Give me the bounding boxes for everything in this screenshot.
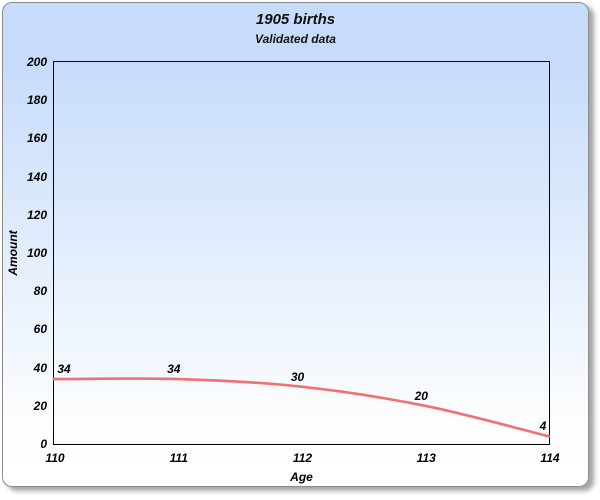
x-tick-label: 114 — [540, 451, 560, 465]
y-tick-label: 180 — [26, 93, 47, 108]
y-tick-label: 100 — [26, 246, 47, 260]
y-tick-label: 60 — [33, 322, 47, 337]
x-axis-title: Age — [290, 470, 313, 484]
data-point-label: 4 — [539, 419, 547, 434]
data-point-label: 34 — [57, 362, 71, 377]
chart-title: 1905 births — [255, 11, 336, 28]
x-tick-label: 111 — [169, 451, 188, 465]
data-line — [52, 377, 551, 438]
x-tick-label: 110 — [45, 451, 65, 465]
y-tick-label: 160 — [26, 131, 47, 146]
y-tick-label: 20 — [33, 398, 47, 413]
y-tick-label: 40 — [33, 360, 47, 375]
data-point-label: 30 — [290, 369, 305, 384]
y-tick-label: 200 — [26, 55, 47, 69]
y-tick-label: 140 — [26, 169, 47, 184]
y-tick-label: 120 — [26, 207, 47, 222]
line-chart-svg — [52, 377, 551, 438]
chart-card: 1905 births Validated data 34 34 30 20 4 0 20… — [2, 2, 589, 487]
y-tick-label: 80 — [33, 284, 47, 299]
data-point-label: 20 — [414, 388, 428, 403]
y-tick-label: 0 — [40, 437, 47, 451]
data-point-label: 34 — [167, 362, 181, 377]
y-axis-title: Amount — [6, 230, 20, 276]
x-tick-label: 112 — [292, 451, 313, 465]
x-tick-label: 113 — [416, 451, 436, 465]
plot-area: 34 34 30 20 4 — [52, 61, 551, 445]
chart-subtitle: Validated data — [255, 32, 336, 46]
